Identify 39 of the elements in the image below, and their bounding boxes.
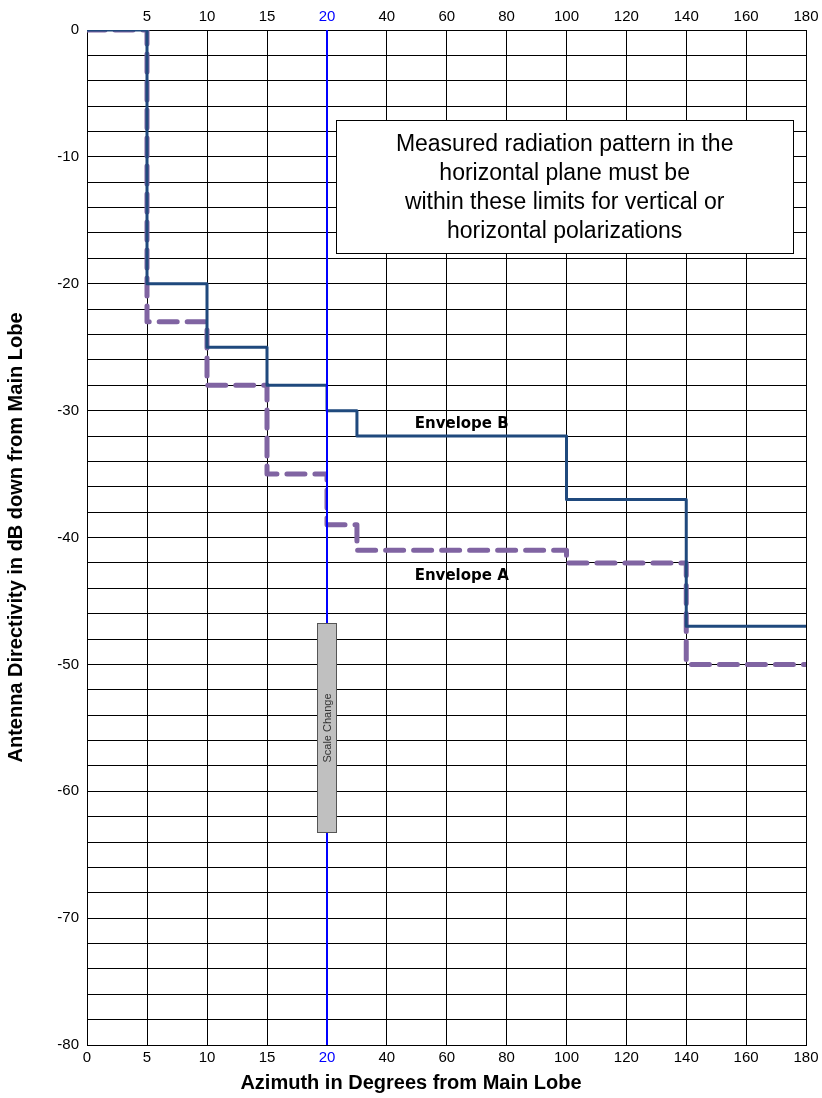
- y-tick-label: -80: [57, 1035, 79, 1053]
- x2-tick-label: 20: [318, 7, 336, 25]
- y-tick-label: -70: [57, 908, 79, 926]
- x-tick-label: 100: [553, 1048, 579, 1066]
- x2-tick-label: 10: [198, 7, 216, 25]
- y-tick-label: -10: [57, 147, 79, 165]
- text-box: Measured radiation pattern in the horizontal plane must be within these limits for vertical or horizontal polarizations: [335, 120, 794, 254]
- x-tick-label: 40: [378, 1048, 395, 1066]
- x-tick-label: 0: [82, 1048, 92, 1066]
- x-tick-label: 60: [438, 1048, 455, 1066]
- y-axis-title: Antenna Directivity in dB down from Main Lobe: [3, 312, 26, 763]
- x-tick-label: 180: [793, 1048, 819, 1066]
- x-axis-title: Azimuth in Degrees from Main Lobe: [240, 1071, 582, 1094]
- x-tick-label: 15: [258, 1048, 276, 1066]
- x-tick-label: 160: [733, 1048, 759, 1066]
- note-box: Scale Change: [317, 622, 337, 833]
- y-tick-label: -50: [57, 654, 79, 672]
- y-tick-label: -20: [57, 273, 79, 291]
- x-tick-label: 20: [318, 1048, 336, 1066]
- x2-tick-label: 120: [613, 7, 639, 25]
- x-tick-label: 140: [673, 1048, 699, 1066]
- x2-tick-label: 100: [553, 7, 579, 25]
- x-tick-label: 10: [198, 1048, 216, 1066]
- x-tick-label: 80: [497, 1048, 515, 1066]
- x2-tick-label: 5: [142, 7, 152, 25]
- y-tick-label: 0: [70, 20, 79, 38]
- x2-tick-label: 140: [673, 7, 699, 25]
- x-tick-label: 5: [142, 1048, 152, 1066]
- y-tick-label: -60: [57, 781, 79, 799]
- x2-tick-label: 60: [438, 7, 455, 25]
- y-tick-label: -40: [57, 527, 79, 545]
- x2-tick-label: 15: [258, 7, 276, 25]
- annotation: Scale Change: [321, 693, 333, 763]
- y-tick-label: -30: [57, 400, 79, 418]
- x2-tick-label: 180: [793, 7, 819, 25]
- x2-tick-label: 160: [733, 7, 759, 25]
- x2-tick-label: 40: [378, 7, 395, 25]
- x-tick-label: 120: [613, 1048, 639, 1066]
- x2-tick-label: 80: [497, 7, 515, 25]
